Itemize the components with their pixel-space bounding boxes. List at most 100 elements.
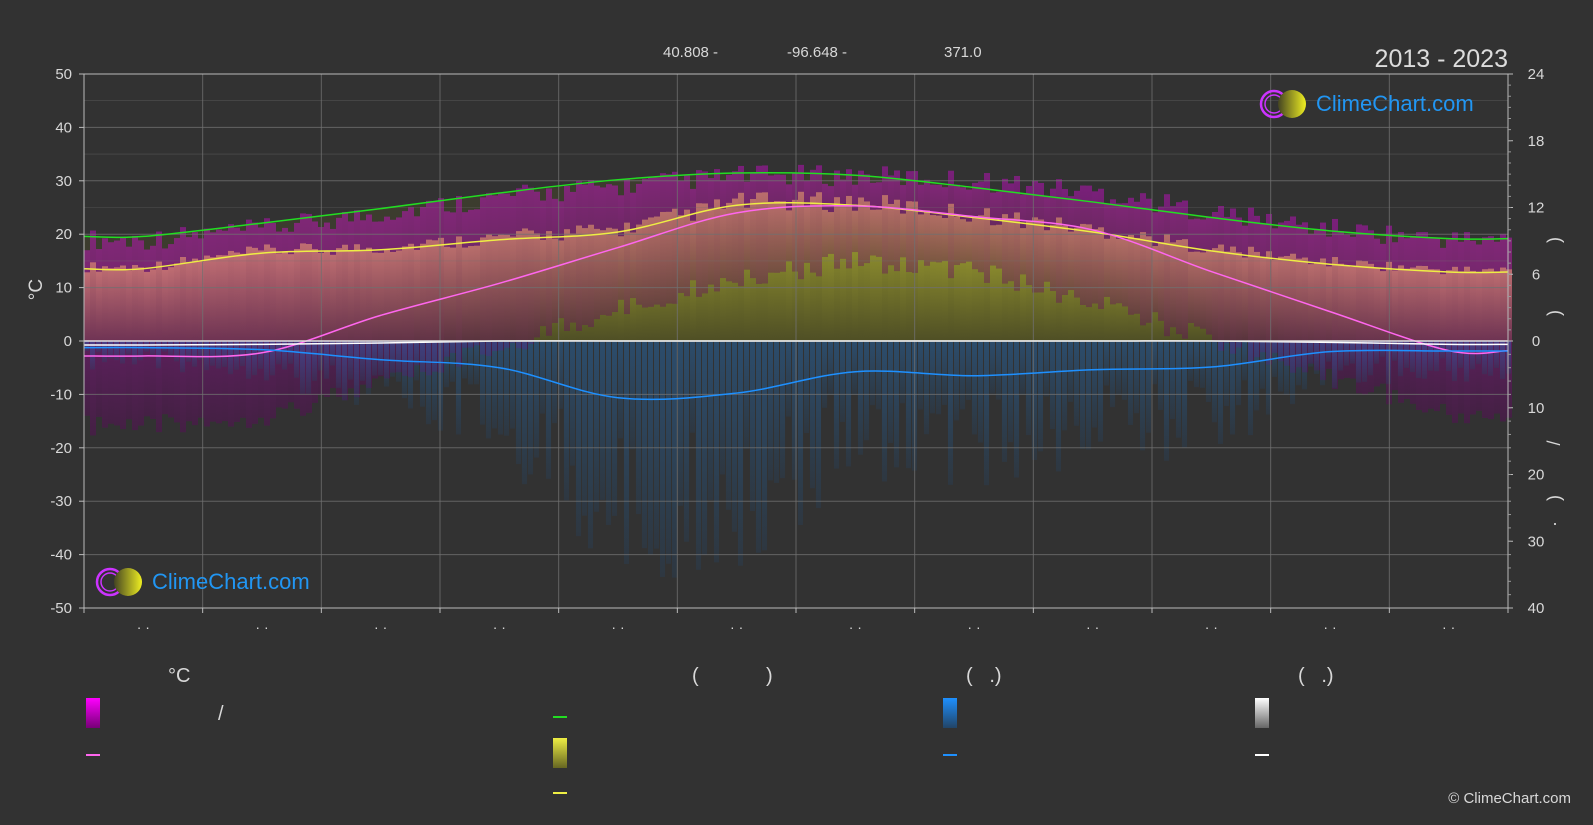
temp-range-bar [822, 183, 828, 257]
temp-range-bar [972, 182, 978, 270]
temp-range-bar [1500, 233, 1506, 422]
sunshine-band-bar [942, 218, 948, 341]
rain-bar [240, 341, 245, 367]
temp-range-bar [1080, 185, 1086, 306]
rain-bar [1098, 341, 1103, 442]
temp-range-bar [1290, 216, 1296, 373]
rain-bar [498, 341, 503, 435]
temp-range-bar [240, 230, 246, 418]
temp-range-bar [1428, 238, 1434, 409]
rain-bar [408, 341, 413, 409]
chart-bands [84, 164, 1512, 578]
temp-range-bar [1470, 240, 1476, 415]
temp-range-bar [450, 212, 456, 353]
left-tick-label: -50 [50, 600, 72, 617]
rain-bar [846, 341, 851, 467]
temp-range-bar [1008, 183, 1014, 282]
rain-bar [1458, 341, 1463, 368]
rain-bar [258, 341, 263, 369]
rain-bar [612, 341, 617, 516]
legend-sun-title-open: ( [692, 665, 699, 687]
rain-bar [882, 341, 887, 482]
logo-top[interactable]: ClimeChart.com [1258, 88, 1474, 120]
legend-snow-title: ( .) [1298, 665, 1334, 687]
rain-bar [798, 341, 803, 526]
rain-bar [1476, 341, 1481, 365]
sunshine-band-bar [690, 220, 696, 341]
rain-bar [462, 341, 467, 379]
rain-bar [834, 341, 839, 469]
temp-range-bar [1392, 242, 1398, 391]
rain-bar [588, 341, 593, 549]
temp-range-bar [714, 169, 720, 292]
right-hours-tick-label: 18 [1528, 133, 1545, 150]
rain-bar [138, 341, 143, 361]
rain-bar [1152, 341, 1157, 385]
legend-sunshine-swatch [553, 738, 567, 768]
temp-range-bar [222, 230, 228, 422]
temp-range-bar [228, 224, 234, 427]
rain-bar [1044, 341, 1049, 397]
rain-bar [480, 341, 485, 425]
temp-range-bar [1266, 213, 1272, 365]
sunshine-band-bar [900, 213, 906, 341]
temp-range-bar [1026, 185, 1032, 286]
rain-bar [1230, 341, 1235, 435]
rain-bar [1008, 341, 1013, 443]
rain-bar [1500, 341, 1505, 380]
legend-temp-mean-swatch [86, 754, 100, 756]
rain-bar [360, 341, 365, 381]
temp-range-bar [1344, 234, 1350, 378]
temp-range-bar [960, 187, 966, 264]
rain-bar [1416, 341, 1421, 379]
rain-bar [1038, 341, 1043, 452]
temp-range-bar [210, 232, 216, 422]
temp-range-bar [1212, 211, 1218, 343]
temp-range-bar [1050, 188, 1056, 292]
temp-range-bar [1314, 229, 1320, 371]
rain-bar [816, 341, 821, 509]
temp-range-bar [936, 184, 942, 263]
logo-bottom[interactable]: ClimeChart.com [94, 566, 310, 598]
left-tick-label: 0 [64, 333, 72, 350]
right-hours-tick-label: 24 [1528, 66, 1545, 83]
rain-bar [624, 341, 629, 564]
x-tick-label: · · [730, 619, 743, 635]
sunshine-band-bar [936, 215, 942, 341]
temp-range-bar [882, 166, 888, 274]
temp-range-bar [504, 193, 510, 348]
temp-range-bar [642, 178, 648, 308]
rain-bar [690, 341, 695, 433]
temp-range-bar [1296, 224, 1302, 368]
rain-bar [582, 341, 587, 516]
rain-bar [288, 341, 293, 364]
rain-bar [1446, 341, 1451, 372]
temp-range-bar [1194, 218, 1200, 327]
rain-bar [1482, 341, 1487, 375]
rain-bar [852, 341, 857, 395]
rain-bar [804, 341, 809, 434]
temp-range-bar [624, 178, 630, 315]
rain-bar [1344, 341, 1349, 366]
rain-bar [510, 341, 515, 429]
x-tick-label: · · [1442, 619, 1455, 635]
rain-bar [312, 341, 317, 381]
rain-bar [1320, 341, 1325, 386]
temp-range-bar [984, 173, 990, 283]
temp-range-bar [1182, 200, 1188, 339]
rain-bar [366, 341, 371, 395]
sunshine-band-bar [822, 209, 828, 341]
temp-range-bar [600, 187, 606, 315]
rain-bar [924, 341, 929, 435]
temp-range-bar [126, 246, 132, 420]
rain-bar [84, 341, 89, 352]
rain-bar [714, 341, 719, 563]
sunshine-band-bar [852, 210, 858, 341]
legend-daylight-swatch [553, 716, 567, 718]
temp-range-bar [1482, 237, 1488, 418]
temp-range-bar [1404, 238, 1410, 399]
temp-range-bar [354, 210, 360, 398]
sunshine-band-bar [918, 214, 924, 341]
temp-range-bar [360, 220, 366, 385]
legend-sun-title-close: ) [766, 665, 773, 687]
